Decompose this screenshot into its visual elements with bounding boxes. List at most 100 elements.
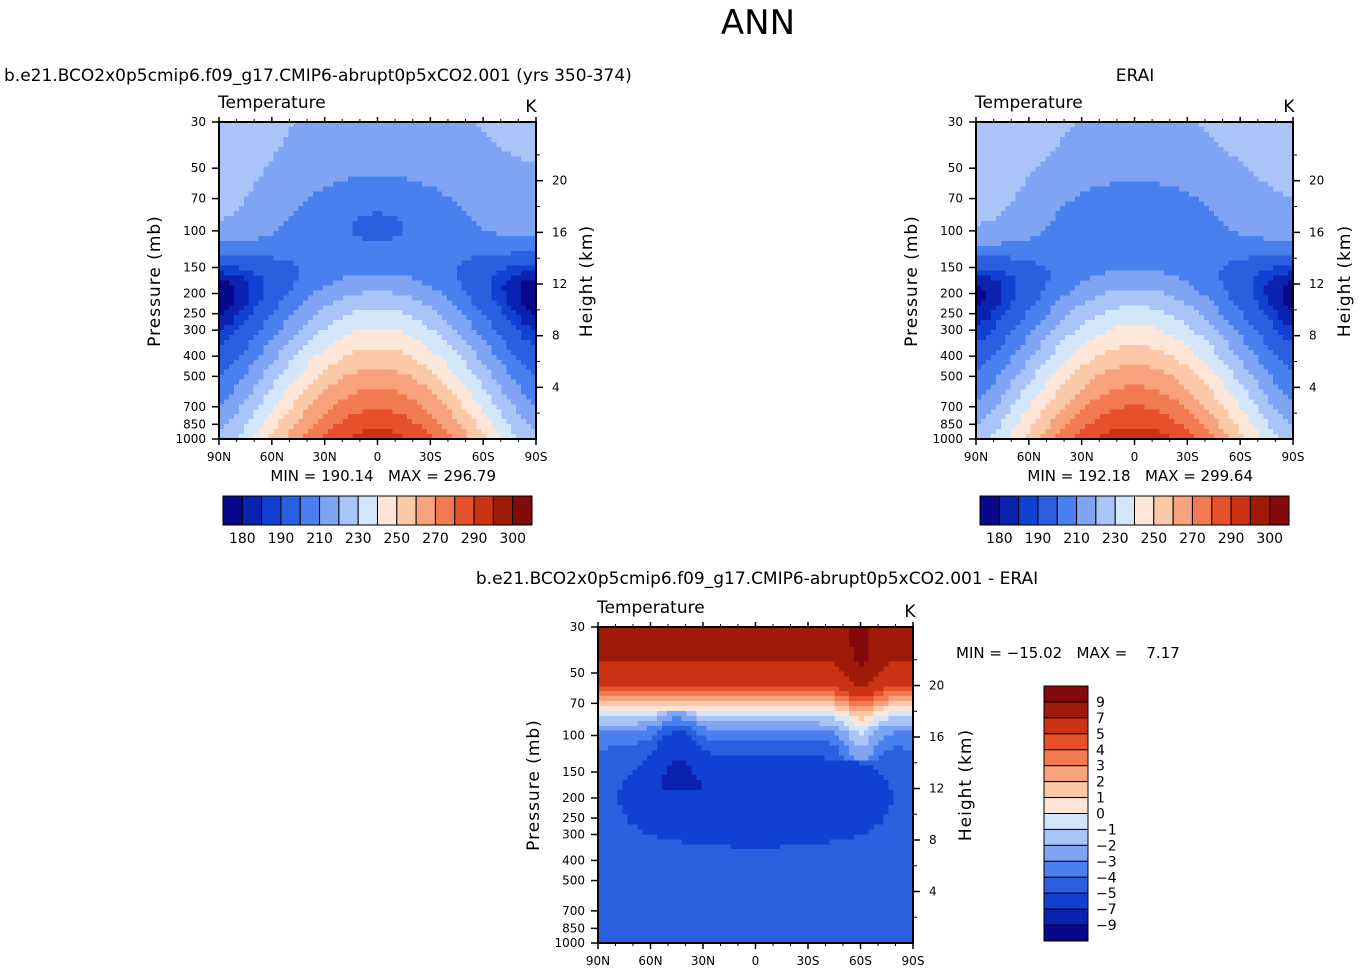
field-cell-1 bbox=[980, 394, 987, 400]
field-cell-0 bbox=[506, 250, 512, 257]
field-cell-0 bbox=[298, 265, 304, 272]
field-cell-1 bbox=[1025, 419, 1032, 425]
field-cell-0 bbox=[243, 216, 250, 222]
field-cell-0 bbox=[397, 176, 403, 183]
field-cell-0 bbox=[382, 315, 388, 321]
field-cell-0 bbox=[248, 260, 255, 267]
field-cell-0 bbox=[446, 161, 453, 168]
field-cell-1 bbox=[976, 424, 982, 430]
field-cell-0 bbox=[446, 429, 453, 435]
field-cell-0 bbox=[506, 379, 512, 386]
field-cell-0 bbox=[233, 290, 240, 296]
field-cell-0 bbox=[496, 216, 502, 222]
field-cell-0 bbox=[382, 240, 388, 247]
field-cell-0 bbox=[233, 250, 240, 257]
field-cell-0 bbox=[476, 191, 483, 197]
field-cell-0 bbox=[263, 359, 270, 366]
field-cell-0 bbox=[471, 141, 478, 148]
field-cell-0 bbox=[466, 295, 473, 301]
field-cell-0 bbox=[441, 126, 448, 133]
field-cell-0 bbox=[441, 216, 448, 222]
field-cell-0 bbox=[456, 414, 463, 420]
field-cell-0 bbox=[278, 221, 284, 227]
field-cell-0 bbox=[516, 226, 522, 232]
field-cell-0 bbox=[496, 394, 502, 400]
field-cell-0 bbox=[248, 349, 255, 356]
field-cell-0 bbox=[501, 146, 507, 153]
field-cell-0 bbox=[397, 171, 403, 178]
field-cell-0 bbox=[531, 235, 537, 242]
field-cell-0 bbox=[223, 260, 230, 267]
field-cell-0 bbox=[258, 404, 265, 410]
field-cell-0 bbox=[323, 186, 329, 192]
field-cell-0 bbox=[258, 394, 265, 400]
field-cell-0 bbox=[521, 384, 527, 391]
field-cell-0 bbox=[422, 230, 428, 237]
field-cell-0 bbox=[387, 399, 393, 405]
field-cell-0 bbox=[466, 379, 473, 386]
field-cell-1 bbox=[1015, 186, 1022, 192]
field-cell-0 bbox=[506, 230, 512, 237]
field-cell-0 bbox=[352, 250, 359, 257]
field-cell-0 bbox=[392, 221, 398, 227]
field-cell-1 bbox=[1030, 379, 1037, 386]
field-cell-0 bbox=[342, 315, 349, 321]
field-cell-0 bbox=[293, 379, 299, 386]
field-cell-0 bbox=[342, 280, 349, 287]
field-cell-0 bbox=[427, 285, 433, 291]
field-cell-0 bbox=[283, 250, 289, 257]
field-cell-0 bbox=[283, 424, 289, 430]
field-cell-0 bbox=[219, 176, 225, 183]
field-cell-0 bbox=[318, 384, 324, 391]
field-cell-0 bbox=[268, 409, 275, 415]
field-cell-1 bbox=[1020, 315, 1027, 321]
field-cell-0 bbox=[293, 151, 299, 158]
field-cell-0 bbox=[481, 300, 488, 306]
field-cell-1 bbox=[1035, 151, 1041, 158]
field-cell-0 bbox=[337, 404, 344, 410]
field-cell-0 bbox=[387, 384, 393, 391]
field-cell-0 bbox=[238, 394, 245, 400]
field-cell-0 bbox=[263, 211, 270, 217]
field-cell-0 bbox=[263, 196, 270, 202]
field-cell-0 bbox=[441, 156, 448, 163]
field-cell-0 bbox=[243, 419, 250, 425]
field-cell-0 bbox=[327, 161, 334, 168]
colorbar-box-0 bbox=[357, 495, 378, 526]
field-cell-0 bbox=[313, 166, 319, 173]
field-cell-0 bbox=[223, 206, 230, 212]
field-cell-1 bbox=[1030, 429, 1037, 435]
field-cell-1 bbox=[1005, 161, 1012, 168]
field-cell-0 bbox=[332, 434, 339, 440]
field-cell-0 bbox=[511, 216, 517, 222]
field-cell-0 bbox=[427, 270, 433, 277]
field-cell-0 bbox=[288, 235, 294, 242]
field-cell-0 bbox=[392, 349, 398, 356]
field-cell-0 bbox=[303, 320, 309, 326]
field-cell-0 bbox=[318, 330, 324, 336]
field-cell-0 bbox=[293, 146, 299, 153]
field-cell-1 bbox=[995, 285, 1002, 291]
field-cell-0 bbox=[436, 226, 443, 232]
field-cell-0 bbox=[377, 235, 384, 242]
field-cell-0 bbox=[471, 424, 478, 430]
field-cell-0 bbox=[253, 230, 260, 237]
field-cell-0 bbox=[451, 434, 458, 440]
field-cell-0 bbox=[263, 310, 270, 316]
field-cell-0 bbox=[253, 211, 260, 217]
field-cell-0 bbox=[471, 196, 478, 202]
field-cell-0 bbox=[223, 349, 230, 356]
field-cell-0 bbox=[228, 404, 235, 410]
field-cell-0 bbox=[268, 379, 275, 386]
field-cell-0 bbox=[412, 245, 418, 252]
field-cell-1 bbox=[1020, 230, 1027, 237]
field-cell-0 bbox=[248, 310, 255, 316]
field-cell-0 bbox=[392, 364, 398, 371]
field-cell-0 bbox=[248, 230, 255, 237]
field-cell-1 bbox=[976, 265, 982, 272]
field-cell-0 bbox=[298, 394, 304, 400]
field-cell-0 bbox=[436, 369, 443, 376]
field-cell-1 bbox=[976, 320, 982, 326]
field-cell-0 bbox=[293, 359, 299, 366]
field-cell-0 bbox=[417, 176, 423, 183]
